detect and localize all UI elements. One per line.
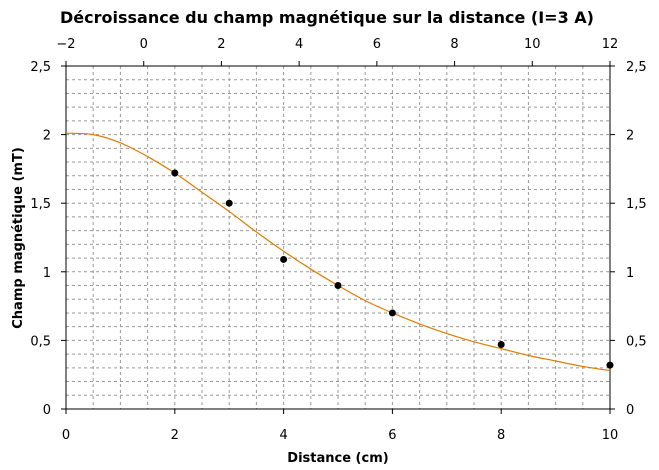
y-tick-label: 0 <box>43 403 51 418</box>
chart-title: Décroissance du champ magnétique sur la … <box>60 8 594 27</box>
plot-frame <box>65 65 611 410</box>
x-tick-label: 2 <box>171 428 179 443</box>
axis-ticks <box>61 61 615 414</box>
tick-labels: 0 2 4 6 8 10 −2 0 2 4 6 8 10 12 0 0,5 1 1,5 2 2,5 0 0,5 1 1,5 2 2… <box>30 37 646 443</box>
right-tick-label: 0 <box>626 403 634 418</box>
y-tick-label: 2,5 <box>30 60 51 75</box>
data-point <box>171 169 179 177</box>
x-tick-label: 4 <box>279 428 287 443</box>
x-axis-label: Distance (cm) <box>287 451 388 466</box>
y-tick-label: 2 <box>43 129 51 144</box>
top-tick-label: 12 <box>602 37 619 52</box>
x-tick-label: 6 <box>388 428 396 443</box>
data-point <box>497 341 505 349</box>
top-tick-label: 4 <box>295 37 303 52</box>
y-tick-label: 1 <box>43 266 51 281</box>
top-tick-label: 6 <box>373 37 381 52</box>
top-tick-label: 8 <box>450 37 458 52</box>
x-tick-label: 8 <box>497 428 505 443</box>
top-tick-label: 10 <box>524 37 541 52</box>
data-point <box>606 361 614 369</box>
y-axis-label: Champ magnétique (mT) <box>11 147 26 329</box>
top-tick-label: −2 <box>56 37 75 52</box>
data-point <box>225 199 233 207</box>
y-tick-label: 0,5 <box>30 334 51 349</box>
data-points <box>171 169 614 369</box>
y-tick-label: 1,5 <box>30 197 51 212</box>
right-tick-label: 2,5 <box>626 60 647 75</box>
top-tick-label: 0 <box>140 37 148 52</box>
right-tick-label: 1,5 <box>626 197 647 212</box>
x-tick-label: 0 <box>62 428 70 443</box>
right-tick-label: 2 <box>626 129 634 144</box>
top-tick-label: 2 <box>217 37 225 52</box>
data-point <box>334 282 342 290</box>
x-tick-label: 10 <box>602 428 619 443</box>
data-point <box>388 309 396 317</box>
right-tick-label: 0,5 <box>626 334 647 349</box>
right-tick-label: 1 <box>626 266 634 281</box>
data-point <box>280 255 288 263</box>
grid <box>66 66 610 409</box>
